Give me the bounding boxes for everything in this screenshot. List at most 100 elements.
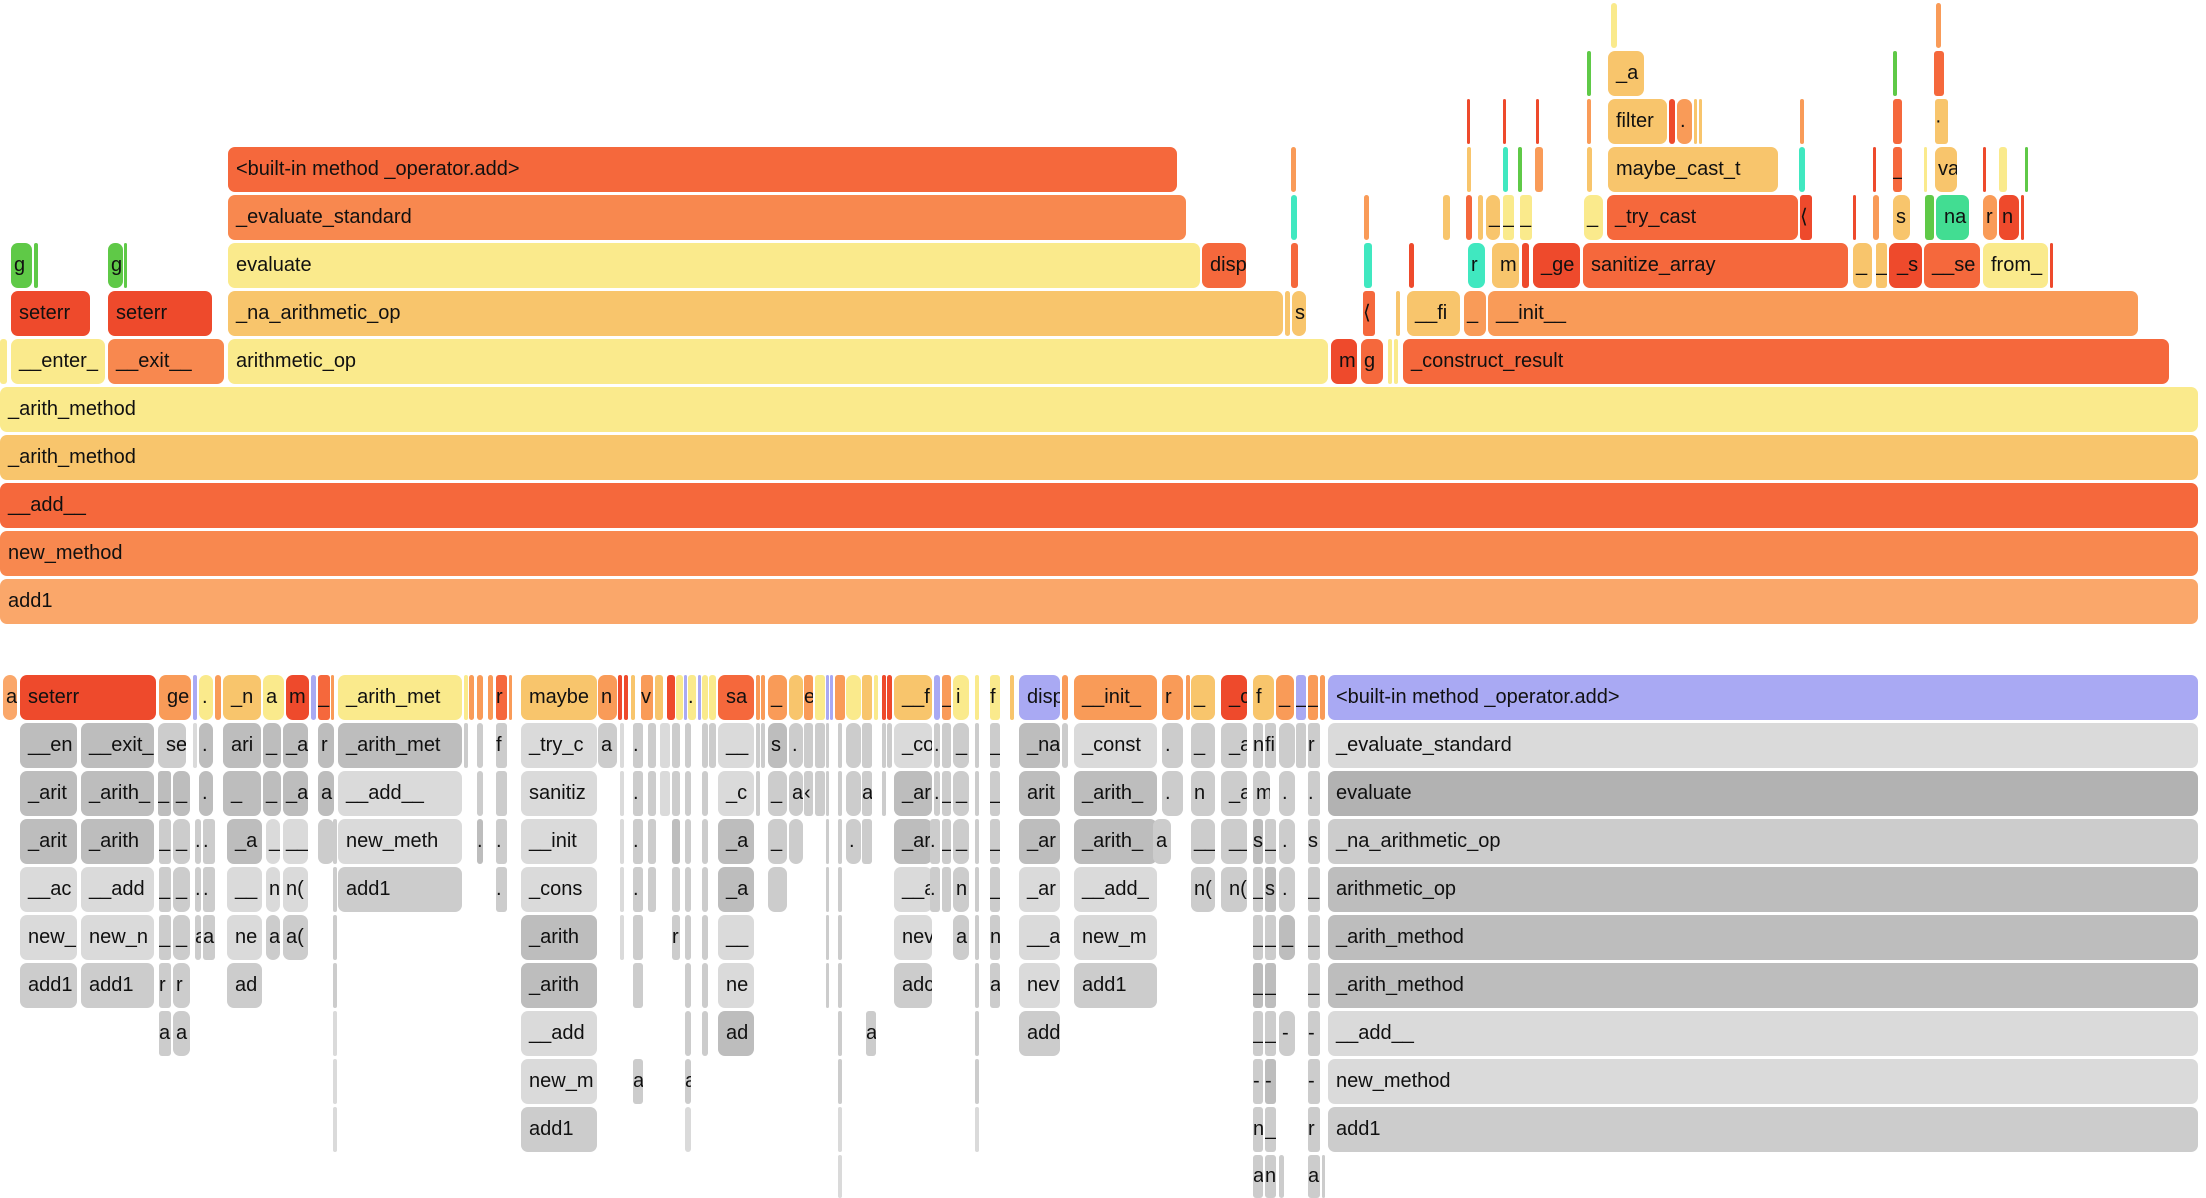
flame-bar[interactable]: _ (1584, 195, 1603, 240)
caller-bar[interactable] (193, 723, 197, 768)
caller-bar[interactable] (761, 723, 765, 768)
caller-bar[interactable]: _co (894, 723, 932, 768)
caller-bar[interactable]: _ (159, 915, 171, 960)
caller-bar[interactable] (838, 1107, 842, 1152)
caller-bar[interactable]: _ (1279, 915, 1295, 960)
caller-bar[interactable]: sa (718, 675, 754, 720)
caller-bar[interactable]: _a (1221, 723, 1247, 768)
caller-bar[interactable]: new_n (81, 915, 154, 960)
caller-bar[interactable]: _ (1308, 675, 1318, 720)
caller-bar[interactable]: _ (173, 867, 190, 912)
flame-bar[interactable] (1364, 195, 1369, 240)
caller-bar[interactable] (882, 771, 886, 816)
caller-bar[interactable]: _ar (894, 771, 932, 816)
caller-bar[interactable] (975, 1107, 979, 1152)
caller-bar[interactable]: . (846, 819, 861, 864)
caller-bar[interactable]: . (789, 723, 803, 768)
caller-bar[interactable] (975, 963, 979, 1008)
caller-bar[interactable]: f (1253, 675, 1274, 720)
caller-bar[interactable]: n( (1221, 867, 1247, 912)
caller-bar[interactable] (685, 1107, 691, 1152)
flame-bar[interactable] (1694, 99, 1697, 144)
caller-bar[interactable]: _arit (20, 771, 77, 816)
caller-bar[interactable]: n (1191, 771, 1215, 816)
caller-bar[interactable] (815, 723, 825, 768)
caller-bar[interactable]: _arit (20, 819, 77, 864)
flame-bar[interactable] (1536, 99, 1539, 144)
caller-bar[interactable]: a (195, 915, 201, 960)
caller-bar[interactable] (838, 1155, 842, 1198)
caller-bar[interactable] (934, 675, 940, 720)
caller-bar[interactable]: new_method (1328, 1059, 2198, 1104)
caller-bar[interactable]: n (598, 675, 617, 720)
caller-bar[interactable]: _arith_ (1074, 771, 1157, 816)
caller-bar[interactable] (702, 915, 708, 960)
flame-bar[interactable]: _a (1608, 51, 1644, 96)
caller-bar[interactable]: r (173, 963, 190, 1008)
caller-bar[interactable] (826, 675, 829, 720)
caller-bar[interactable]: add1 (1328, 1107, 2198, 1152)
flame-bar[interactable] (1587, 147, 1592, 192)
caller-bar[interactable] (826, 723, 829, 768)
flame-bar[interactable] (1799, 147, 1805, 192)
caller-bar[interactable] (789, 675, 803, 720)
caller-bar[interactable] (862, 723, 872, 768)
caller-bar[interactable]: . (195, 867, 201, 912)
caller-bar[interactable]: . (1279, 771, 1295, 816)
caller-bar[interactable]: s (1308, 819, 1320, 864)
caller-bar[interactable]: _ (173, 819, 190, 864)
caller-bar[interactable]: - (1253, 1059, 1263, 1104)
caller-bar[interactable] (882, 723, 886, 768)
flame-bar[interactable] (1285, 291, 1290, 336)
caller-bar[interactable]: . (203, 867, 215, 912)
caller-bar[interactable]: ari (223, 723, 261, 768)
caller-bar[interactable] (838, 819, 842, 864)
caller-bar[interactable] (676, 675, 683, 720)
flame-bar[interactable] (2050, 243, 2053, 288)
caller-bar[interactable]: . (203, 819, 215, 864)
caller-bar[interactable] (826, 867, 829, 912)
caller-bar[interactable]: __add (521, 1011, 597, 1056)
caller-bar[interactable] (826, 963, 829, 1008)
caller-bar[interactable] (193, 675, 197, 720)
caller-bar[interactable]: _ (1253, 867, 1263, 912)
caller-bar[interactable] (620, 867, 624, 912)
caller-bar[interactable]: r (496, 675, 507, 720)
caller-bar[interactable]: _ (1191, 675, 1215, 720)
flame-bar[interactable]: r (1468, 243, 1485, 288)
caller-bar[interactable]: _const (1074, 723, 1157, 768)
flame-bar[interactable] (1478, 195, 1483, 240)
caller-bar[interactable] (846, 771, 861, 816)
caller-bar[interactable]: _ (1308, 915, 1320, 960)
caller-bar[interactable]: r (1308, 723, 1320, 768)
caller-bar[interactable] (631, 675, 635, 720)
caller-bar[interactable]: __ (227, 867, 262, 912)
caller-bar[interactable]: adc (894, 963, 932, 1008)
caller-bar[interactable]: - (1308, 1011, 1320, 1056)
caller-bar[interactable]: nev (1019, 963, 1060, 1008)
flame-bar[interactable]: __exit__ (108, 339, 224, 384)
caller-bar[interactable]: . (1308, 771, 1320, 816)
caller-bar[interactable]: _ (1253, 1011, 1263, 1056)
caller-bar[interactable]: . (930, 867, 940, 912)
flame-bar[interactable] (1587, 51, 1591, 96)
flame-bar[interactable]: g (108, 243, 123, 288)
caller-bar[interactable]: _ (1253, 915, 1263, 960)
caller-bar[interactable]: _ (768, 771, 787, 816)
caller-bar[interactable] (333, 819, 337, 864)
caller-bar[interactable] (618, 675, 622, 720)
caller-bar[interactable] (633, 915, 643, 960)
caller-bar[interactable] (333, 915, 337, 960)
caller-bar[interactable] (815, 771, 825, 816)
flame-bar[interactable]: __add__ (0, 483, 2198, 528)
caller-bar[interactable] (685, 771, 691, 816)
caller-bar[interactable] (685, 867, 691, 912)
caller-bar[interactable]: n( (1191, 867, 1215, 912)
flame-bar[interactable] (1503, 147, 1508, 192)
caller-bar[interactable]: __ (718, 915, 754, 960)
caller-bar[interactable]: evaluate (1328, 771, 2198, 816)
caller-bar[interactable]: _a (227, 819, 262, 864)
caller-bar[interactable] (846, 675, 861, 720)
flame-bar[interactable]: _ (1503, 195, 1514, 240)
flame-bar[interactable] (1291, 243, 1298, 288)
